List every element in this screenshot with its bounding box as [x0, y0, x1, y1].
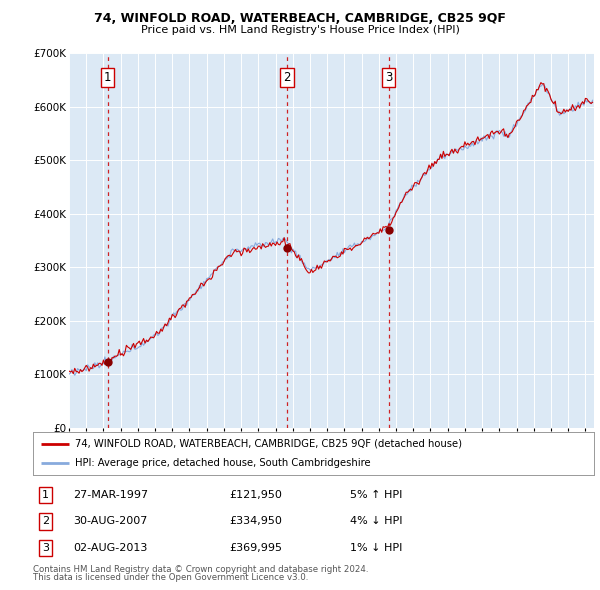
Text: 30-AUG-2007: 30-AUG-2007 [73, 516, 148, 526]
Text: 3: 3 [385, 71, 392, 84]
Text: 1: 1 [104, 71, 112, 84]
Text: 02-AUG-2013: 02-AUG-2013 [73, 543, 148, 553]
Text: Price paid vs. HM Land Registry's House Price Index (HPI): Price paid vs. HM Land Registry's House … [140, 25, 460, 35]
Text: 5% ↑ HPI: 5% ↑ HPI [350, 490, 403, 500]
Text: 74, WINFOLD ROAD, WATERBEACH, CAMBRIDGE, CB25 9QF (detached house): 74, WINFOLD ROAD, WATERBEACH, CAMBRIDGE,… [75, 439, 462, 449]
Text: 2: 2 [42, 516, 49, 526]
Text: £334,950: £334,950 [229, 516, 282, 526]
Text: 4% ↓ HPI: 4% ↓ HPI [350, 516, 403, 526]
Text: 3: 3 [42, 543, 49, 553]
Text: 1: 1 [42, 490, 49, 500]
Text: 74, WINFOLD ROAD, WATERBEACH, CAMBRIDGE, CB25 9QF: 74, WINFOLD ROAD, WATERBEACH, CAMBRIDGE,… [94, 12, 506, 25]
Text: £121,950: £121,950 [229, 490, 282, 500]
Text: 2: 2 [283, 71, 290, 84]
Text: 27-MAR-1997: 27-MAR-1997 [73, 490, 149, 500]
Text: This data is licensed under the Open Government Licence v3.0.: This data is licensed under the Open Gov… [33, 573, 308, 582]
Text: HPI: Average price, detached house, South Cambridgeshire: HPI: Average price, detached house, Sout… [75, 458, 371, 468]
Text: £369,995: £369,995 [229, 543, 283, 553]
Text: 1% ↓ HPI: 1% ↓ HPI [350, 543, 403, 553]
Text: Contains HM Land Registry data © Crown copyright and database right 2024.: Contains HM Land Registry data © Crown c… [33, 565, 368, 574]
